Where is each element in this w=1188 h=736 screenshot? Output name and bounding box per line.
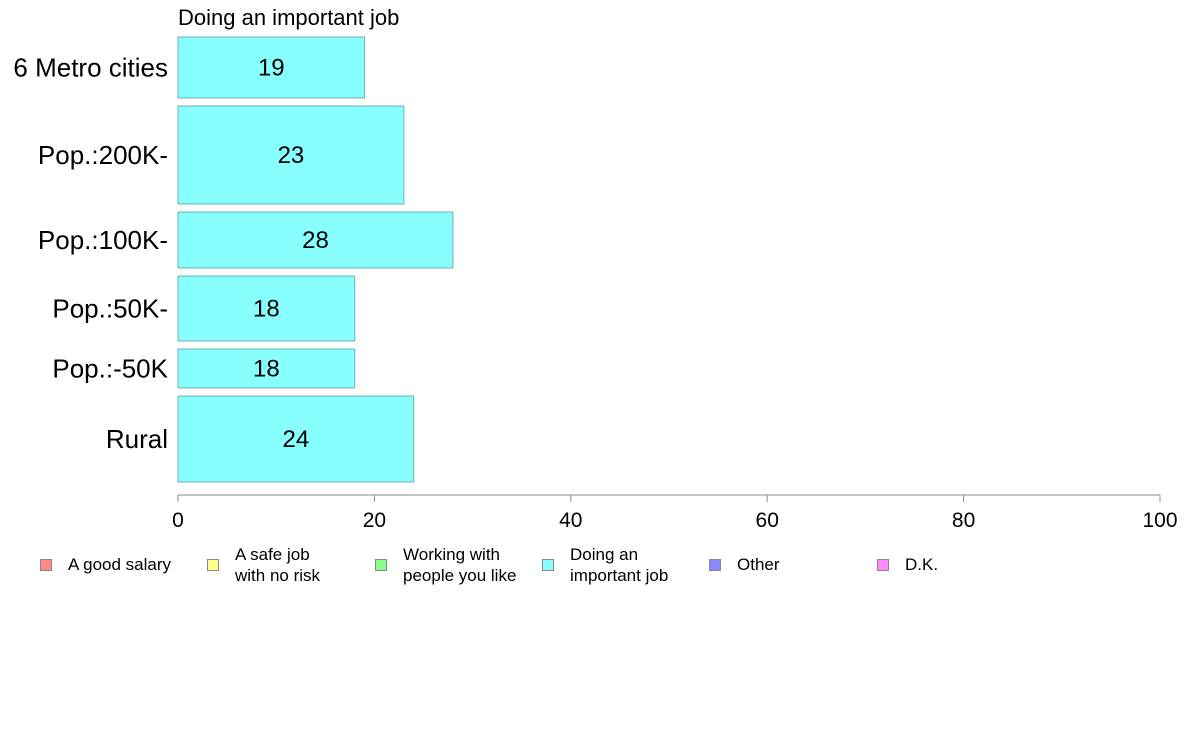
x-tick-label: 20 xyxy=(363,509,386,532)
bar-value-label: 28 xyxy=(302,227,329,254)
category-label: 6 Metro cities xyxy=(13,53,168,83)
legend-swatch xyxy=(877,559,889,571)
legend-swatch xyxy=(542,559,554,571)
legend: A good salary A safe job with no risk Worki… xyxy=(38,544,1138,588)
category-label: Pop.:50K- xyxy=(52,294,168,324)
legend-label: Other xyxy=(737,555,780,574)
legend-swatch xyxy=(709,559,721,571)
bar xyxy=(177,211,454,269)
x-tick-label: 40 xyxy=(559,509,582,532)
category-label: Rural xyxy=(106,424,168,454)
legend-label: Doing an important job xyxy=(570,545,669,585)
category-label: Pop.:100K- xyxy=(38,225,168,255)
legend-swatch xyxy=(40,559,52,571)
legend-swatch xyxy=(375,559,387,571)
bar xyxy=(177,395,415,483)
x-axis: 0 20 40 60 80 100 xyxy=(172,494,1178,532)
x-tick-label: 0 xyxy=(172,509,184,532)
chart-title: Doing an important job xyxy=(178,5,399,30)
legend-label: Working with people you like xyxy=(403,545,517,585)
bar-value-label: 23 xyxy=(278,142,305,169)
category-label: Pop.:200K- xyxy=(38,140,168,170)
bar xyxy=(177,105,405,205)
bar-value-label: 18 xyxy=(253,296,280,323)
x-tick-label: 100 xyxy=(1142,509,1177,532)
bar xyxy=(177,36,366,99)
bar xyxy=(177,275,356,342)
legend-swatch xyxy=(207,559,219,571)
bar-value-label: 19 xyxy=(258,55,285,82)
x-tick-label: 60 xyxy=(756,509,779,532)
legend-label: A good salary xyxy=(68,555,172,574)
bar-value-label: 18 xyxy=(253,356,280,383)
legend-label: D.K. xyxy=(905,555,939,574)
bars-layer: 6 Metro cities 19 Pop.:200K- 23 Pop.:100K- 28… xyxy=(13,36,454,483)
bar-value-label: 24 xyxy=(282,426,309,453)
category-label: Pop.:-50K xyxy=(52,354,168,384)
legend-label: A safe job with no risk xyxy=(235,545,321,585)
bar xyxy=(177,348,356,389)
x-tick-label: 80 xyxy=(952,509,975,532)
